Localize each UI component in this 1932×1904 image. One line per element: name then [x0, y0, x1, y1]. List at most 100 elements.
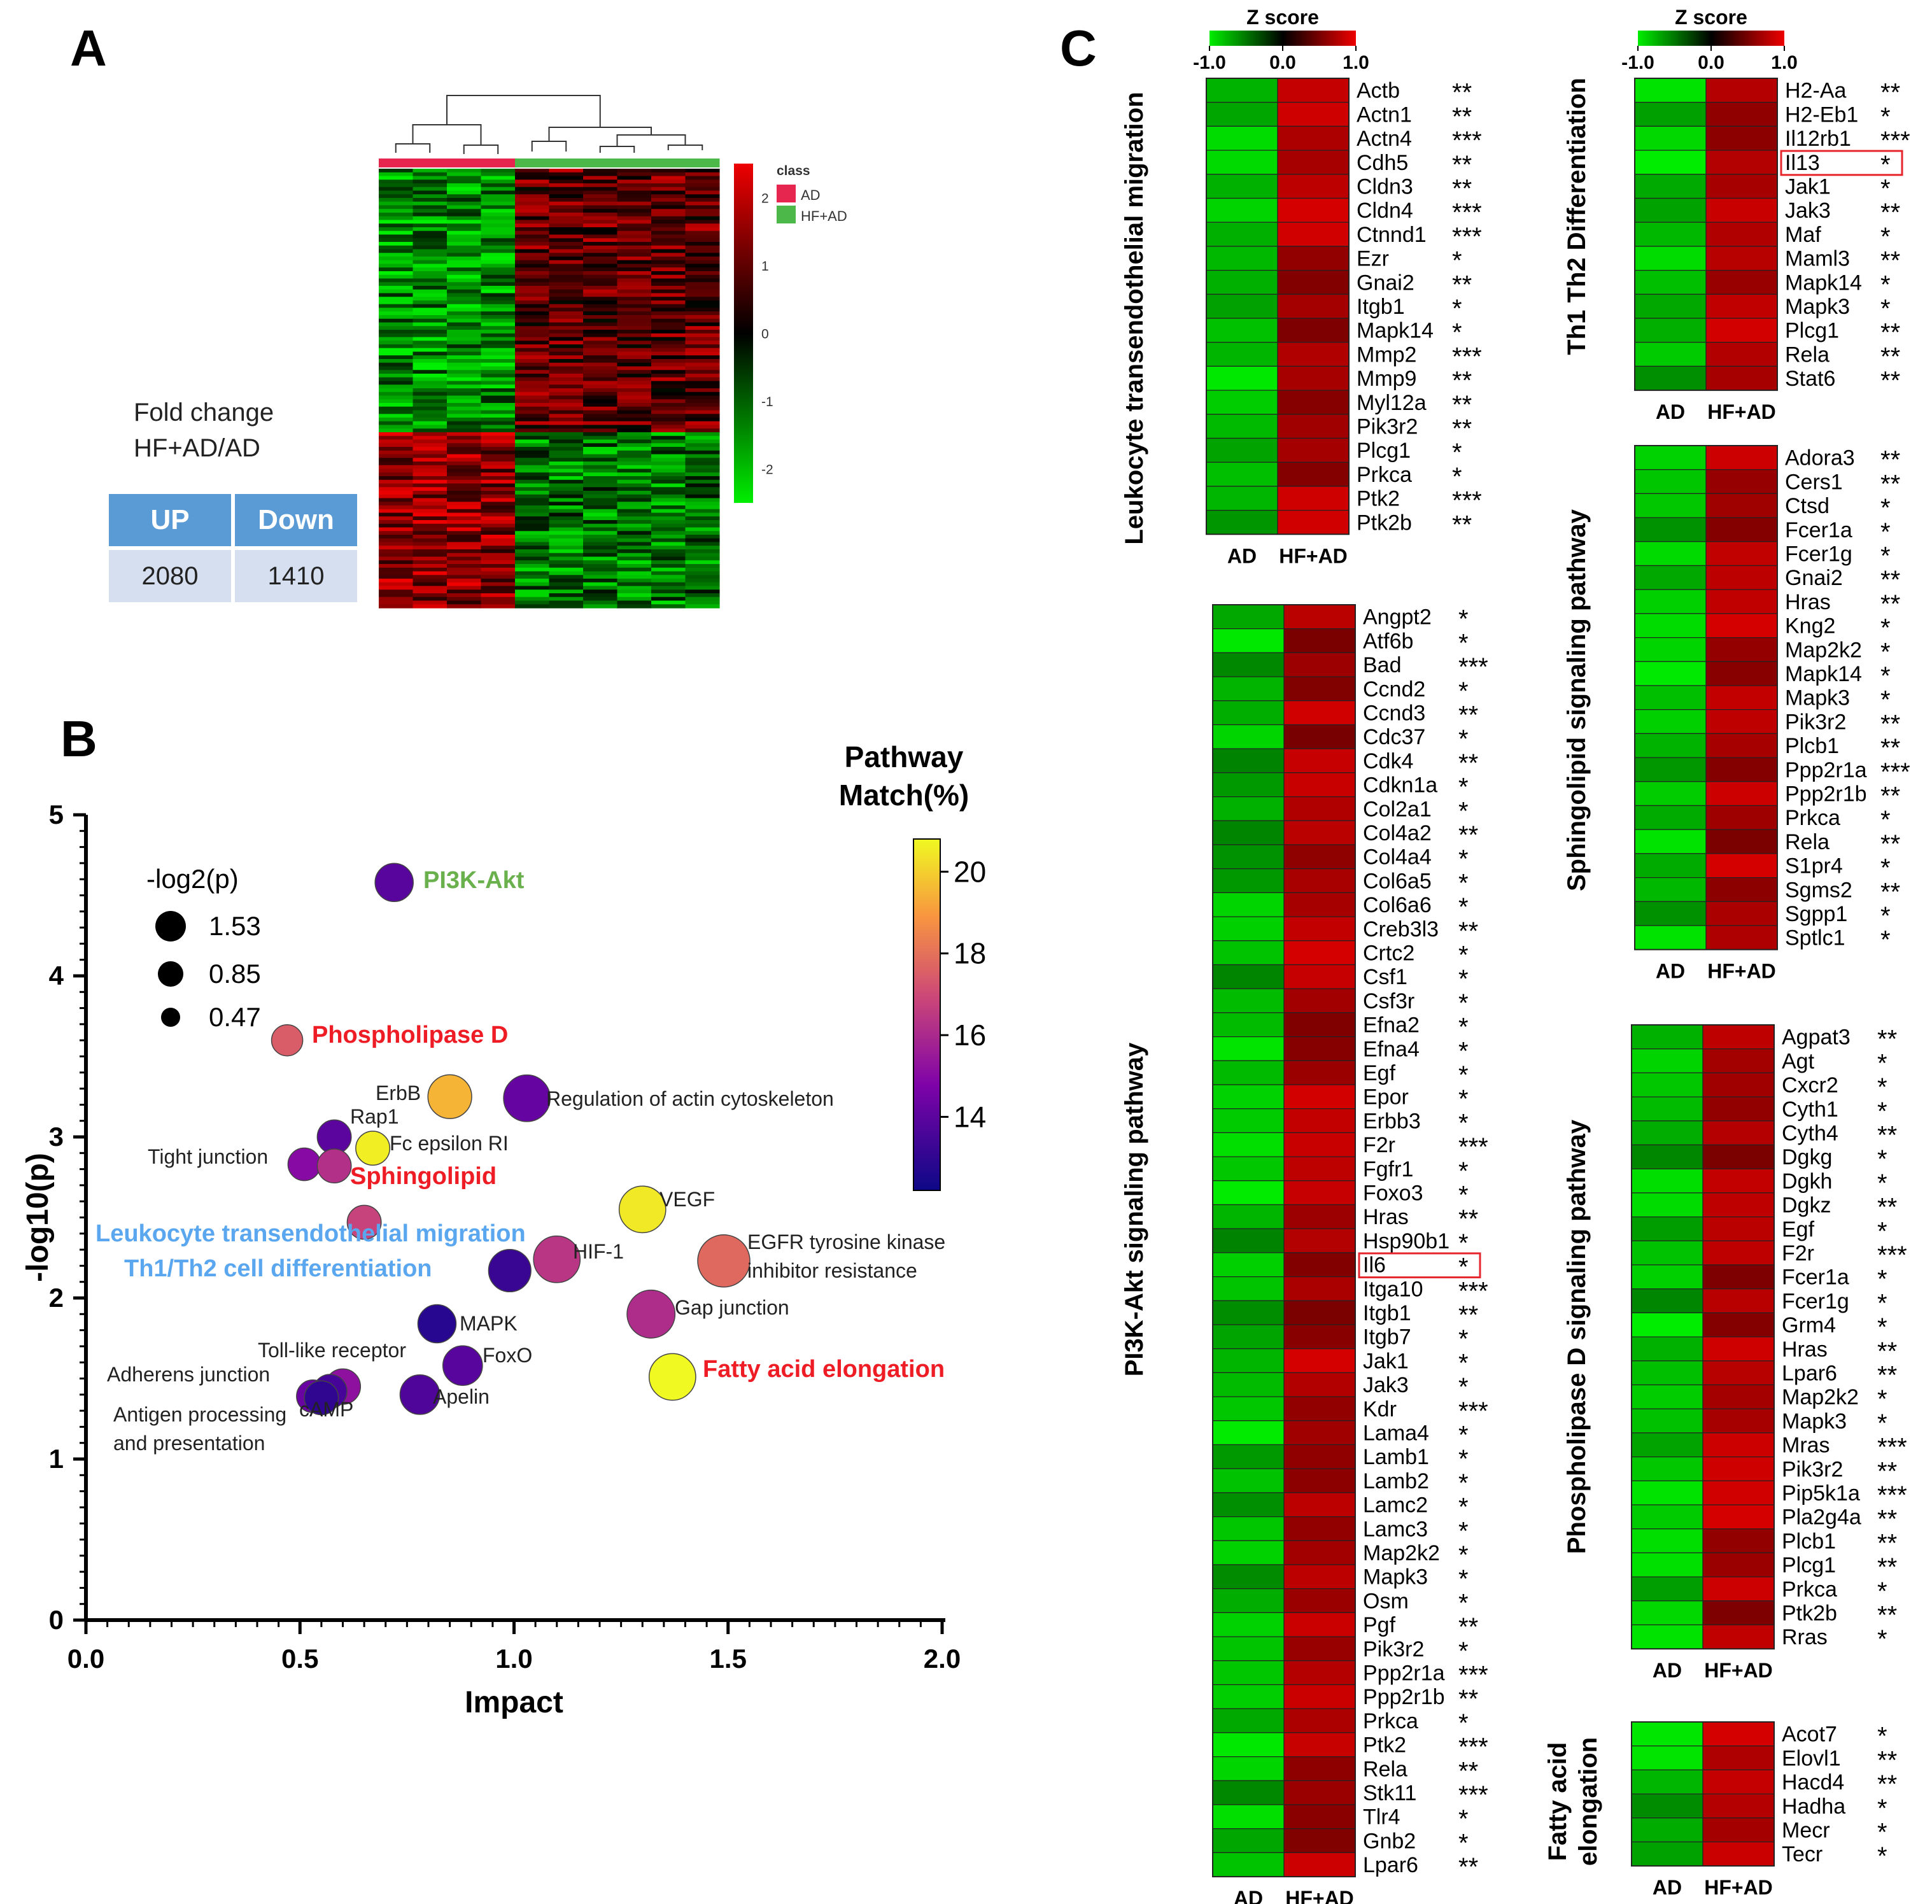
heatmap-cell — [685, 502, 720, 506]
heatmap-cell-hfad — [1705, 517, 1778, 542]
significance-stars: * — [1458, 1517, 1469, 1545]
significance-stars: ** — [1877, 1506, 1897, 1534]
heatmap-cell — [447, 169, 482, 173]
heatmap-cell — [515, 483, 550, 488]
heatmap-cell — [549, 344, 584, 349]
heatmap-cell — [447, 523, 482, 528]
heatmap-cell — [515, 271, 550, 276]
heatmap-cell — [515, 586, 550, 590]
heatmap-cell — [447, 395, 482, 400]
heatmap-cell-ad — [1634, 270, 1707, 295]
gene-label: Creb3l3 — [1363, 917, 1439, 941]
heatmap-cell-ad — [1631, 1048, 1703, 1073]
heatmap-cell — [651, 418, 686, 422]
significance-stars: ** — [1458, 821, 1478, 849]
heatmap-cell — [515, 406, 550, 411]
heatmap-cell — [515, 425, 550, 429]
heatmap-cell — [651, 238, 686, 243]
significance-stars: * — [1458, 1181, 1469, 1209]
heatmap-cell — [549, 377, 584, 382]
gene-label: Pgf — [1363, 1613, 1396, 1637]
gene-label: Erbb3 — [1363, 1109, 1421, 1133]
heatmap-cell — [549, 348, 584, 353]
heatmap-cell — [412, 326, 448, 330]
heatmap-cell — [685, 447, 720, 451]
significance-stars: ** — [1877, 1026, 1897, 1054]
heatmap-cell — [583, 421, 618, 426]
heatmap-cell — [515, 260, 550, 265]
heatmap-cell — [447, 362, 482, 367]
heatmap-cell — [379, 300, 414, 305]
heatmap-cell — [447, 384, 482, 389]
heatmap-cell — [583, 318, 618, 323]
heatmap-cell — [447, 421, 482, 426]
gene-label: Pla2g4a — [1782, 1506, 1861, 1530]
gene-label: Agpat3 — [1782, 1026, 1851, 1050]
heatmap-cell — [481, 326, 516, 330]
heatmap-cell — [685, 238, 720, 243]
heatmap-cell — [617, 227, 652, 232]
heatmap-cell — [549, 289, 584, 294]
heatmap-cell — [685, 187, 720, 192]
heatmap-cell — [447, 213, 482, 217]
heatmap-cell — [651, 384, 686, 389]
heatmap-cell — [583, 567, 618, 572]
heatmap-cell-ad — [1206, 174, 1278, 199]
heatmap-cell — [617, 502, 652, 506]
heatmap-cell-hfad — [1277, 414, 1350, 439]
heatmap-cell-hfad — [1702, 1528, 1775, 1553]
heatmap-cell — [617, 333, 652, 338]
heatmap-cell — [481, 315, 516, 320]
heatmap-cell — [583, 289, 618, 294]
significance-stars: * — [1458, 941, 1469, 970]
heatmap-cell — [617, 359, 652, 363]
heatmap-cell-hfad — [1283, 1660, 1356, 1686]
heatmap-cell — [651, 472, 686, 477]
heatmap-border — [1631, 1024, 1775, 1650]
significance-stars: * — [1880, 518, 1891, 546]
heatmap-cell — [447, 381, 482, 385]
heatmap-cell — [481, 553, 516, 558]
heatmap-cell-hfad — [1283, 748, 1356, 773]
heatmap-cell — [515, 238, 550, 243]
heatmap-cell — [549, 454, 584, 458]
heatmap-cell — [447, 476, 482, 481]
heatmap-cell — [549, 483, 584, 488]
heatmap-cell-ad — [1212, 772, 1285, 798]
heatmap-cell-ad — [1212, 940, 1285, 966]
heatmap-cell — [447, 483, 482, 488]
gene-label: Tlr4 — [1363, 1805, 1400, 1830]
heatmap-cell — [685, 230, 720, 236]
heatmap-cell — [379, 381, 414, 385]
gene-label: Hras — [1363, 1205, 1409, 1229]
heatmap-cell — [379, 535, 414, 539]
heatmap-cell — [481, 209, 516, 213]
heatmap-cell — [481, 220, 516, 224]
heatmap-cell — [515, 589, 550, 594]
heatmap-cell — [412, 362, 448, 367]
heatmap-cell — [549, 527, 584, 532]
pathway-title-line1: Fatty acid — [1544, 1742, 1572, 1861]
heatmap-cell — [651, 542, 686, 546]
significance-stars: * — [1880, 806, 1891, 834]
heatmap-cell — [447, 498, 482, 502]
heatmap-cell-ad — [1634, 661, 1707, 686]
heatmap-cell — [412, 190, 448, 195]
heatmap-cell — [685, 282, 720, 286]
heatmap-cell-hfad — [1705, 781, 1778, 807]
gene-label: Bad — [1363, 653, 1402, 677]
heatmap-cell — [651, 374, 686, 378]
zscore-colorbar-left-title: Z score — [1246, 6, 1319, 29]
heatmap-cell — [515, 505, 550, 510]
heatmap-cell — [481, 278, 516, 283]
heatmap-cell — [651, 527, 686, 532]
heatmap-cell — [583, 245, 618, 250]
heatmap-cell — [481, 388, 516, 393]
heatmap-cell-hfad — [1705, 150, 1778, 175]
heatmap-cell — [447, 242, 482, 246]
heatmap-cell-hfad — [1283, 772, 1356, 798]
heatmap-cell — [412, 531, 448, 535]
heatmap-cell — [685, 432, 720, 437]
heatmap-cell — [412, 487, 448, 491]
heatmap-cell — [583, 494, 618, 499]
